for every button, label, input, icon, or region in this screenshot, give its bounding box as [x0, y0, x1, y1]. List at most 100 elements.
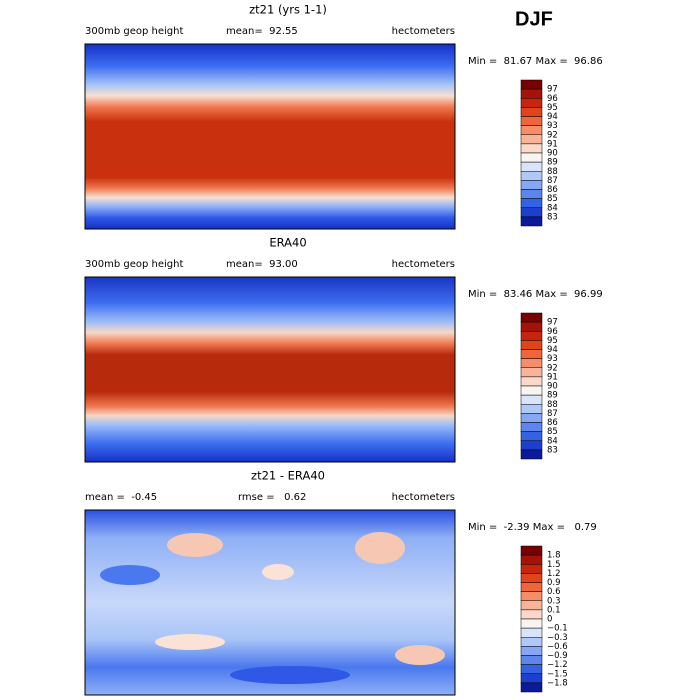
- colorbar-box: [520, 312, 543, 323]
- colorbar-box: [520, 600, 543, 611]
- right-label: hectometers: [392, 492, 455, 503]
- colorbar-label: 84: [547, 203, 558, 213]
- colorbar-box: [520, 331, 543, 341]
- colorbar-label: 89: [547, 391, 558, 401]
- colorbar-box: [520, 134, 543, 145]
- colorbar-label: 90: [547, 149, 558, 159]
- colorbar-box: [520, 591, 543, 601]
- colorbar-box: [520, 340, 543, 350]
- colorbar-label: 85: [547, 194, 558, 204]
- colorbar-label: 0.9: [547, 578, 561, 588]
- colorbar-label: −0.1: [547, 624, 568, 634]
- colorbar-label: 96: [547, 94, 558, 104]
- colorbar-box: [520, 627, 543, 638]
- colorbar-box: [520, 107, 543, 117]
- colorbar-box: [520, 637, 543, 647]
- colorbar-label: 89: [547, 158, 558, 168]
- colorbar-box: [520, 404, 543, 414]
- center-label: rmse = 0.62: [238, 492, 306, 503]
- colorbar-box: [520, 171, 543, 181]
- colorbar-label: 84: [547, 436, 558, 446]
- panel-title: zt21 - ERA40: [251, 469, 325, 483]
- colorbar-box: [520, 609, 543, 620]
- panel-title: zt21 (yrs 1-1): [249, 3, 327, 17]
- colorbar-label: 87: [547, 176, 558, 186]
- colorbar-box: [520, 189, 543, 199]
- colorbar-box: [520, 564, 543, 574]
- colorbar-label: 0: [547, 615, 552, 625]
- colorbar-box: [520, 216, 543, 227]
- colorbar-label: 91: [547, 372, 558, 382]
- min-max: Min = 81.67 Max = 96.86: [468, 56, 603, 67]
- colorbar-box: [520, 376, 543, 387]
- map-1: [84, 43, 456, 230]
- colorbar-label: 83: [547, 445, 558, 455]
- colorbar-label: 91: [547, 139, 558, 149]
- colorbar-box: [520, 79, 543, 90]
- colorbar-box: [520, 554, 543, 565]
- center-label: mean= 93.00: [226, 259, 298, 270]
- colorbar-box: [520, 682, 543, 693]
- colorbar-box: [520, 673, 543, 684]
- colorbar-box: [520, 98, 543, 108]
- colorbar-box: [520, 143, 543, 154]
- map-2: [84, 276, 456, 463]
- center-label: mean= 92.55: [226, 26, 298, 37]
- colorbar-label: 92: [547, 363, 558, 373]
- right-label: hectometers: [392, 26, 455, 37]
- colorbar-box: [520, 582, 543, 592]
- colorbar-box: [520, 431, 543, 441]
- colorbar-box: [520, 440, 543, 451]
- min-max: Min = 83.46 Max = 96.99: [468, 289, 603, 300]
- colorbar-label: −0.9: [547, 651, 568, 661]
- colorbar-box: [520, 664, 543, 674]
- colorbar-label: −0.3: [547, 633, 568, 643]
- colorbar-label: 97: [547, 318, 558, 328]
- colorbar-box: [520, 198, 543, 208]
- colorbar-label: 93: [547, 121, 558, 131]
- colorbar-label: 94: [547, 345, 558, 355]
- colorbar-box: [520, 618, 543, 629]
- colorbar-label: −0.6: [547, 642, 568, 652]
- colorbar-label: −1.2: [547, 660, 568, 670]
- colorbar-box: [520, 422, 543, 432]
- left-label: 300mb geop height: [85, 26, 183, 37]
- map-3: [84, 509, 456, 696]
- colorbar-label: 95: [547, 336, 558, 346]
- colorbar-box: [520, 116, 543, 126]
- colorbar-label: 1.5: [547, 560, 561, 570]
- left-label: mean = -0.45: [85, 492, 157, 503]
- colorbar-label: 88: [547, 400, 558, 410]
- colorbar-label: 94: [547, 112, 558, 122]
- colorbar-box: [520, 449, 543, 460]
- colorbar-box: [520, 180, 543, 190]
- colorbar-label: −1.5: [547, 669, 568, 679]
- colorbar-label: 1.2: [547, 569, 561, 579]
- colorbar-box: [520, 655, 543, 665]
- colorbar-label: 96: [547, 327, 558, 337]
- colorbar-label: 88: [547, 167, 558, 177]
- colorbar-label: 87: [547, 409, 558, 419]
- panel-title: ERA40: [269, 236, 306, 250]
- colorbar-label: 93: [547, 354, 558, 364]
- colorbar-label: 95: [547, 103, 558, 113]
- colorbar-box: [520, 545, 543, 556]
- colorbar-box: [520, 367, 543, 378]
- colorbar-box: [520, 573, 543, 583]
- colorbar-label: −1.8: [547, 678, 568, 688]
- colorbar-label: 90: [547, 382, 558, 392]
- colorbar-label: 83: [547, 212, 558, 222]
- colorbar-box: [520, 349, 543, 359]
- season: DJF: [515, 8, 553, 30]
- colorbar-label: 0.6: [547, 587, 561, 597]
- colorbar-box: [520, 321, 543, 332]
- min-max: Min = -2.39 Max = 0.79: [468, 522, 597, 533]
- colorbar-box: [520, 161, 543, 172]
- colorbar-label: 85: [547, 427, 558, 437]
- colorbar-label: 0.3: [547, 596, 561, 606]
- colorbar-box: [520, 394, 543, 405]
- left-label: 300mb geop height: [85, 259, 183, 270]
- colorbar-box: [520, 88, 543, 99]
- colorbar-label: 92: [547, 130, 558, 140]
